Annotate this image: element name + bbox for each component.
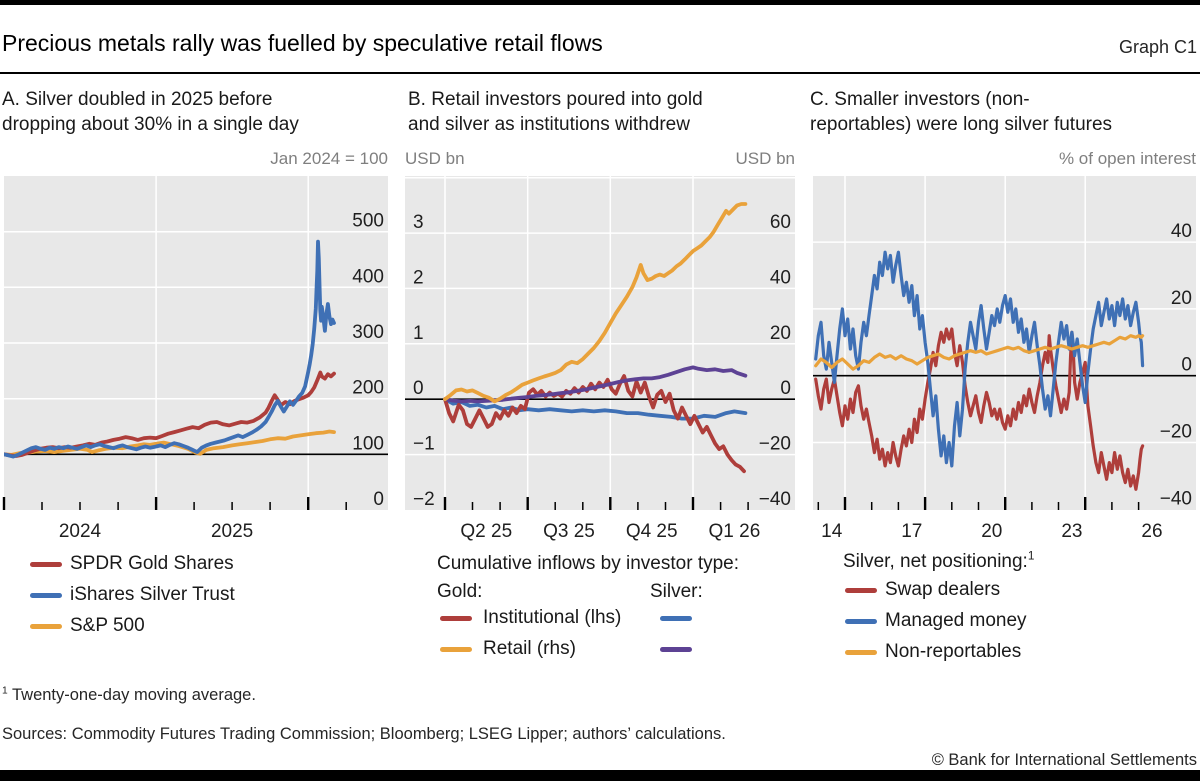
panel-b-legend-col-silver: Silver: — [650, 581, 703, 602]
series-non-reportables — [814, 334, 1145, 371]
y-axis-label: 0 — [373, 489, 384, 510]
panel-b-legend-col-gold: Gold: — [437, 581, 483, 602]
y-axis-label: 0 — [413, 378, 424, 399]
footnote-text: Twenty-one-day moving average. — [11, 686, 256, 704]
y-axis-label: 0 — [1181, 355, 1192, 376]
page-title: Precious metals rally was fuelled by spe… — [2, 30, 603, 56]
legend-item: Retail (rhs) — [400, 638, 800, 660]
panel-c-title-line2: reportables) were long silver futures — [810, 114, 1113, 135]
legend-item: Swap dealers — [800, 579, 1200, 601]
panel-b-title-line1: B. Retail investors poured into gold — [408, 89, 703, 110]
y-axis-label: 0 — [780, 378, 791, 399]
legend-item: S&P 500 — [0, 615, 400, 637]
y-axis-label: −20 — [759, 434, 791, 455]
y-axis-label: 40 — [1171, 221, 1192, 242]
legend-item: Managed money — [800, 610, 1200, 632]
copyright-line: © Bank for International Settlements — [931, 751, 1197, 769]
gold-institutional-swatch — [440, 616, 472, 621]
x-axis-label: 26 — [1141, 521, 1162, 542]
graph-number-label: Graph C1 — [1118, 37, 1197, 57]
footnote-marker: 1 — [1027, 549, 1035, 563]
y-axis-label: −2 — [413, 489, 435, 510]
y-axis-label: 20 — [1171, 288, 1192, 309]
y-axis-label: 3 — [413, 212, 424, 233]
panel-c-chart: −40 −20 0 20 40 14 17 20 23 26 — [813, 176, 1196, 542]
y-axis-label: 200 — [352, 378, 384, 399]
legend-label: Managed money — [885, 610, 1027, 631]
legend-item: Non-reportables — [800, 641, 1200, 663]
panel-b-chart: −2 −1 0 1 2 3 −40 −20 0 20 40 60 Q2 25 Q3 25 Q4 25 Q1 2… — [405, 176, 795, 542]
legend-item: iShares Silver Trust — [0, 584, 400, 606]
y-axis-label: 500 — [352, 211, 384, 232]
silver-retail-swatch — [660, 647, 692, 652]
legend-item: Institutional (lhs) — [400, 607, 800, 629]
panel-b-legend-heading: Cumulative inflows by investor type: — [437, 553, 740, 574]
sp500-swatch — [30, 624, 62, 629]
y-axis-label: 2 — [413, 267, 424, 288]
panel-a-chart: 0 100 200 300 400 500 2024 2025 — [2, 176, 388, 542]
y-axis-label: −1 — [413, 434, 435, 455]
x-axis-label: 20 — [981, 521, 1002, 542]
legend-label: Retail (rhs) — [483, 638, 576, 659]
legend-item: SPDR Gold Shares — [0, 553, 400, 575]
panel-b-title-line2: and silver as institutions withdrew — [408, 114, 690, 135]
x-axis-label: 23 — [1061, 521, 1082, 542]
managed-money-swatch — [845, 619, 877, 624]
series-managed-money — [814, 250, 1145, 468]
gold-retail-swatch — [440, 647, 472, 652]
panel-b-unit-left-label: USD bn — [405, 149, 465, 168]
swap-dealers-swatch — [845, 588, 877, 593]
title-divider-rule — [0, 72, 1200, 74]
y-axis-label: 40 — [770, 267, 791, 288]
y-axis-label: 1 — [413, 323, 424, 344]
legend-label: SPDR Gold Shares — [70, 553, 234, 574]
sources-line: Sources: Commodity Futures Trading Commi… — [2, 725, 726, 743]
x-axis-label: 2025 — [211, 521, 253, 542]
x-axis-label: Q2 25 — [460, 521, 512, 542]
footnote-marker: 1 — [2, 685, 8, 697]
panel-c-unit-label: % of open interest — [1058, 149, 1196, 168]
series-swap-dealers — [814, 327, 1145, 491]
x-axis-label: Q4 25 — [626, 521, 678, 542]
y-axis-label: 100 — [352, 433, 384, 454]
panel-c-legend-heading-text: Silver, net positioning: — [843, 551, 1028, 572]
x-axis-label: 2024 — [59, 521, 102, 542]
panel-c-title: C. Smaller investors (non- reportables) … — [810, 87, 1112, 137]
panel-c-title-line1: C. Smaller investors (non- — [810, 89, 1030, 110]
panel-a-title-line2: dropping about 30% in a single day — [2, 114, 299, 135]
panel-c-legend-heading: Silver, net positioning:1 — [843, 549, 1035, 573]
panel-a-title: A. Silver doubled in 2025 before droppin… — [2, 87, 299, 137]
y-axis-label: 60 — [770, 212, 791, 233]
y-axis-label: 400 — [352, 266, 384, 287]
panel-b-title: B. Retail investors poured into gold and… — [408, 87, 703, 137]
series-gold-retail-rhs- — [443, 202, 748, 404]
footnote: 1 Twenty-one-day moving average. — [2, 686, 256, 705]
series-ishares-silver-trust — [4, 239, 336, 459]
x-axis-label: Q1 26 — [709, 521, 761, 542]
y-axis-label: −20 — [1160, 422, 1192, 443]
x-axis-label: 17 — [901, 521, 922, 542]
legend-label: S&P 500 — [70, 615, 145, 636]
silver-institutional-swatch — [660, 616, 692, 621]
top-border-bar — [0, 0, 1200, 5]
y-axis-label: −40 — [759, 489, 791, 510]
ishares-silver-swatch — [30, 593, 62, 598]
bottom-border-bar — [0, 770, 1200, 781]
legend-label: iShares Silver Trust — [70, 584, 235, 605]
x-axis-label: Q3 25 — [543, 521, 595, 542]
legend-label: Non-reportables — [885, 641, 1022, 662]
x-axis-label: 14 — [821, 521, 843, 542]
y-axis-label: −40 — [1160, 488, 1192, 509]
legend-label: Institutional (lhs) — [483, 607, 622, 628]
panel-b-unit-right-label: USD bn — [735, 149, 795, 168]
y-axis-label: 300 — [352, 322, 384, 343]
non-reportables-swatch — [845, 650, 877, 655]
series-gold-institutional-lhs- — [443, 374, 746, 474]
spdr-gold-swatch — [30, 562, 62, 567]
y-axis-label: 20 — [770, 323, 791, 344]
panel-a-title-line1: A. Silver doubled in 2025 before — [2, 89, 273, 110]
panel-a-unit-label: Jan 2024 = 100 — [270, 149, 388, 168]
legend-label: Swap dealers — [885, 579, 1001, 600]
